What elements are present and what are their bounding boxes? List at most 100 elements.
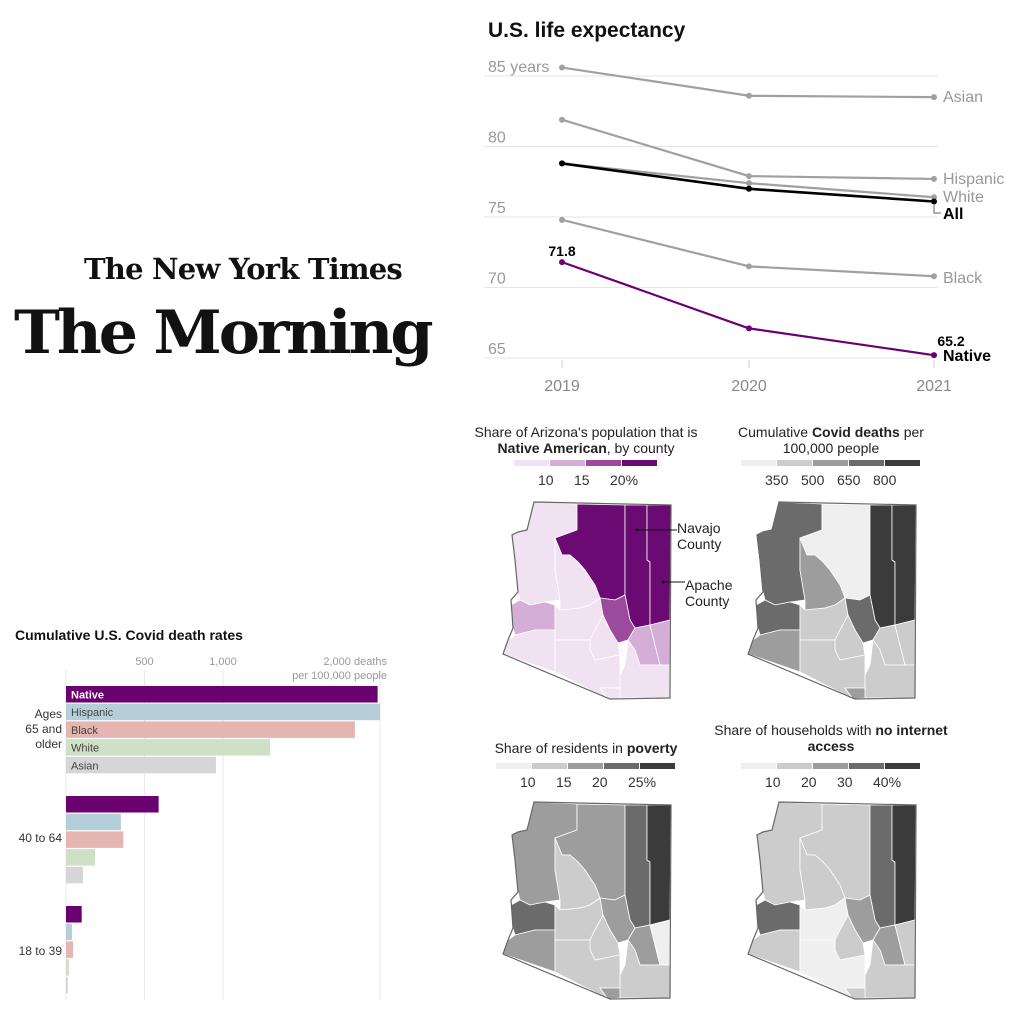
series-label: All — [943, 206, 963, 223]
legend-label: 10 — [538, 472, 554, 488]
legend-label: 15 — [574, 472, 590, 488]
x-tick-label: 2020 — [731, 378, 767, 395]
category-label: Ages 65 and older — [25, 707, 62, 751]
bar-black — [66, 831, 124, 848]
data-point — [931, 352, 937, 359]
county — [646, 804, 672, 926]
legend-label: 350 — [765, 472, 789, 488]
map-title: Cumulative Covid deaths per 100,000 peop… — [711, 424, 951, 456]
legend-label: 30 — [837, 774, 853, 790]
legend-label: 10 — [520, 774, 536, 790]
data-point — [931, 94, 937, 101]
legend-swatch — [604, 763, 639, 769]
x-tick-label: 500 — [135, 656, 153, 668]
county — [624, 804, 651, 929]
legend-label: 650 — [837, 472, 861, 488]
bar-asian — [66, 866, 83, 884]
legend-label: 10 — [765, 774, 781, 790]
county — [799, 639, 866, 700]
county — [869, 504, 896, 629]
state-outline — [502, 501, 672, 700]
y-tick-label: 65 — [488, 341, 506, 358]
arizona-county-map — [747, 801, 917, 1000]
y-tick-label: 75 — [488, 200, 506, 217]
bar-native — [66, 686, 378, 703]
nyt-masthead-logo: The New York Times — [84, 252, 403, 286]
map-title-part: Covid deaths — [811, 424, 900, 440]
bar-label: Hispanic — [71, 707, 114, 719]
legend-label: 20 — [592, 774, 608, 790]
state-outline — [502, 801, 672, 1000]
county — [599, 987, 621, 1000]
county — [646, 504, 672, 626]
legend-label: 25% — [628, 774, 657, 790]
county — [799, 939, 866, 1000]
map-title-part: Native American — [497, 440, 607, 456]
county — [891, 804, 917, 926]
series-label: Native — [943, 348, 991, 365]
series-label: White — [943, 189, 984, 206]
data-point — [746, 173, 752, 180]
bar-white — [66, 959, 69, 976]
bar-white — [66, 849, 96, 866]
data-point — [559, 259, 565, 266]
covid-death-rates-chart: 500 1,000 2,000 deaths per 100,000 people Na… — [19, 656, 387, 1000]
bar-white — [66, 739, 271, 756]
x-tick-label: 2021 — [916, 378, 952, 395]
legend-swatch — [777, 460, 812, 466]
covid-death-rates-title: Cumulative U.S. Covid death rates — [15, 627, 243, 643]
arizona-county-map — [502, 801, 672, 1000]
series-label: Asian — [943, 89, 983, 106]
data-point — [746, 185, 752, 192]
bar-native — [66, 796, 159, 813]
legend-label: 500 — [801, 472, 825, 488]
data-point — [931, 175, 937, 182]
series-line-native — [561, 261, 935, 357]
county — [554, 639, 621, 700]
legend-swatch — [622, 460, 657, 466]
map-title-part: no internet access — [807, 722, 948, 754]
annotation-value: 65.2 — [937, 333, 964, 349]
legend-swatch — [514, 460, 549, 466]
legend-label: 20% — [610, 472, 639, 488]
legend-swatch — [496, 763, 531, 769]
legend-label: 800 — [873, 472, 897, 488]
legend-swatch — [885, 460, 920, 466]
map-title-part: Share of Arizona's population that is — [474, 424, 698, 440]
legend-swatch — [813, 460, 848, 466]
series-line-asian — [561, 66, 935, 99]
map-title-part: Share of residents in — [494, 740, 627, 756]
bar-asian — [66, 976, 68, 994]
data-point — [746, 92, 752, 99]
x-unit-label: per 100,000 people — [292, 670, 387, 682]
state-outline — [747, 801, 917, 1000]
bar-hispanic — [66, 923, 72, 941]
legend-swatch — [777, 763, 812, 769]
y-tick-label: 85 years — [488, 59, 549, 76]
data-point — [931, 273, 937, 280]
county — [554, 939, 621, 1000]
bar-label: Asian — [71, 760, 99, 772]
map-title-part: poverty — [626, 740, 678, 756]
county-annotation: Navajo County — [677, 520, 722, 552]
legend-label: 40% — [873, 774, 902, 790]
annotation-dot — [635, 528, 639, 532]
y-tick-label: 80 — [488, 130, 506, 147]
bar-hispanic — [66, 813, 121, 831]
legend-swatch — [741, 460, 776, 466]
data-point — [559, 64, 565, 71]
series-label: Black — [943, 270, 983, 287]
state-outline — [747, 501, 917, 700]
life-expectancy-chart: 85 years 80 75 70 65 2019 2020 2021 Asian Hispani… — [484, 59, 1004, 395]
category-label: 18 to 39 — [19, 944, 63, 958]
legend-swatch — [586, 460, 621, 466]
bar-native — [66, 906, 82, 923]
county — [502, 629, 556, 673]
legend-swatch — [532, 763, 567, 769]
map-title: Share of Arizona's population that is Na… — [466, 424, 706, 456]
map-title: Share of households with no internet acc… — [711, 722, 951, 754]
bar-hispanic — [66, 703, 380, 721]
map-title-part: , by county — [606, 440, 675, 456]
legend-swatch — [849, 763, 884, 769]
